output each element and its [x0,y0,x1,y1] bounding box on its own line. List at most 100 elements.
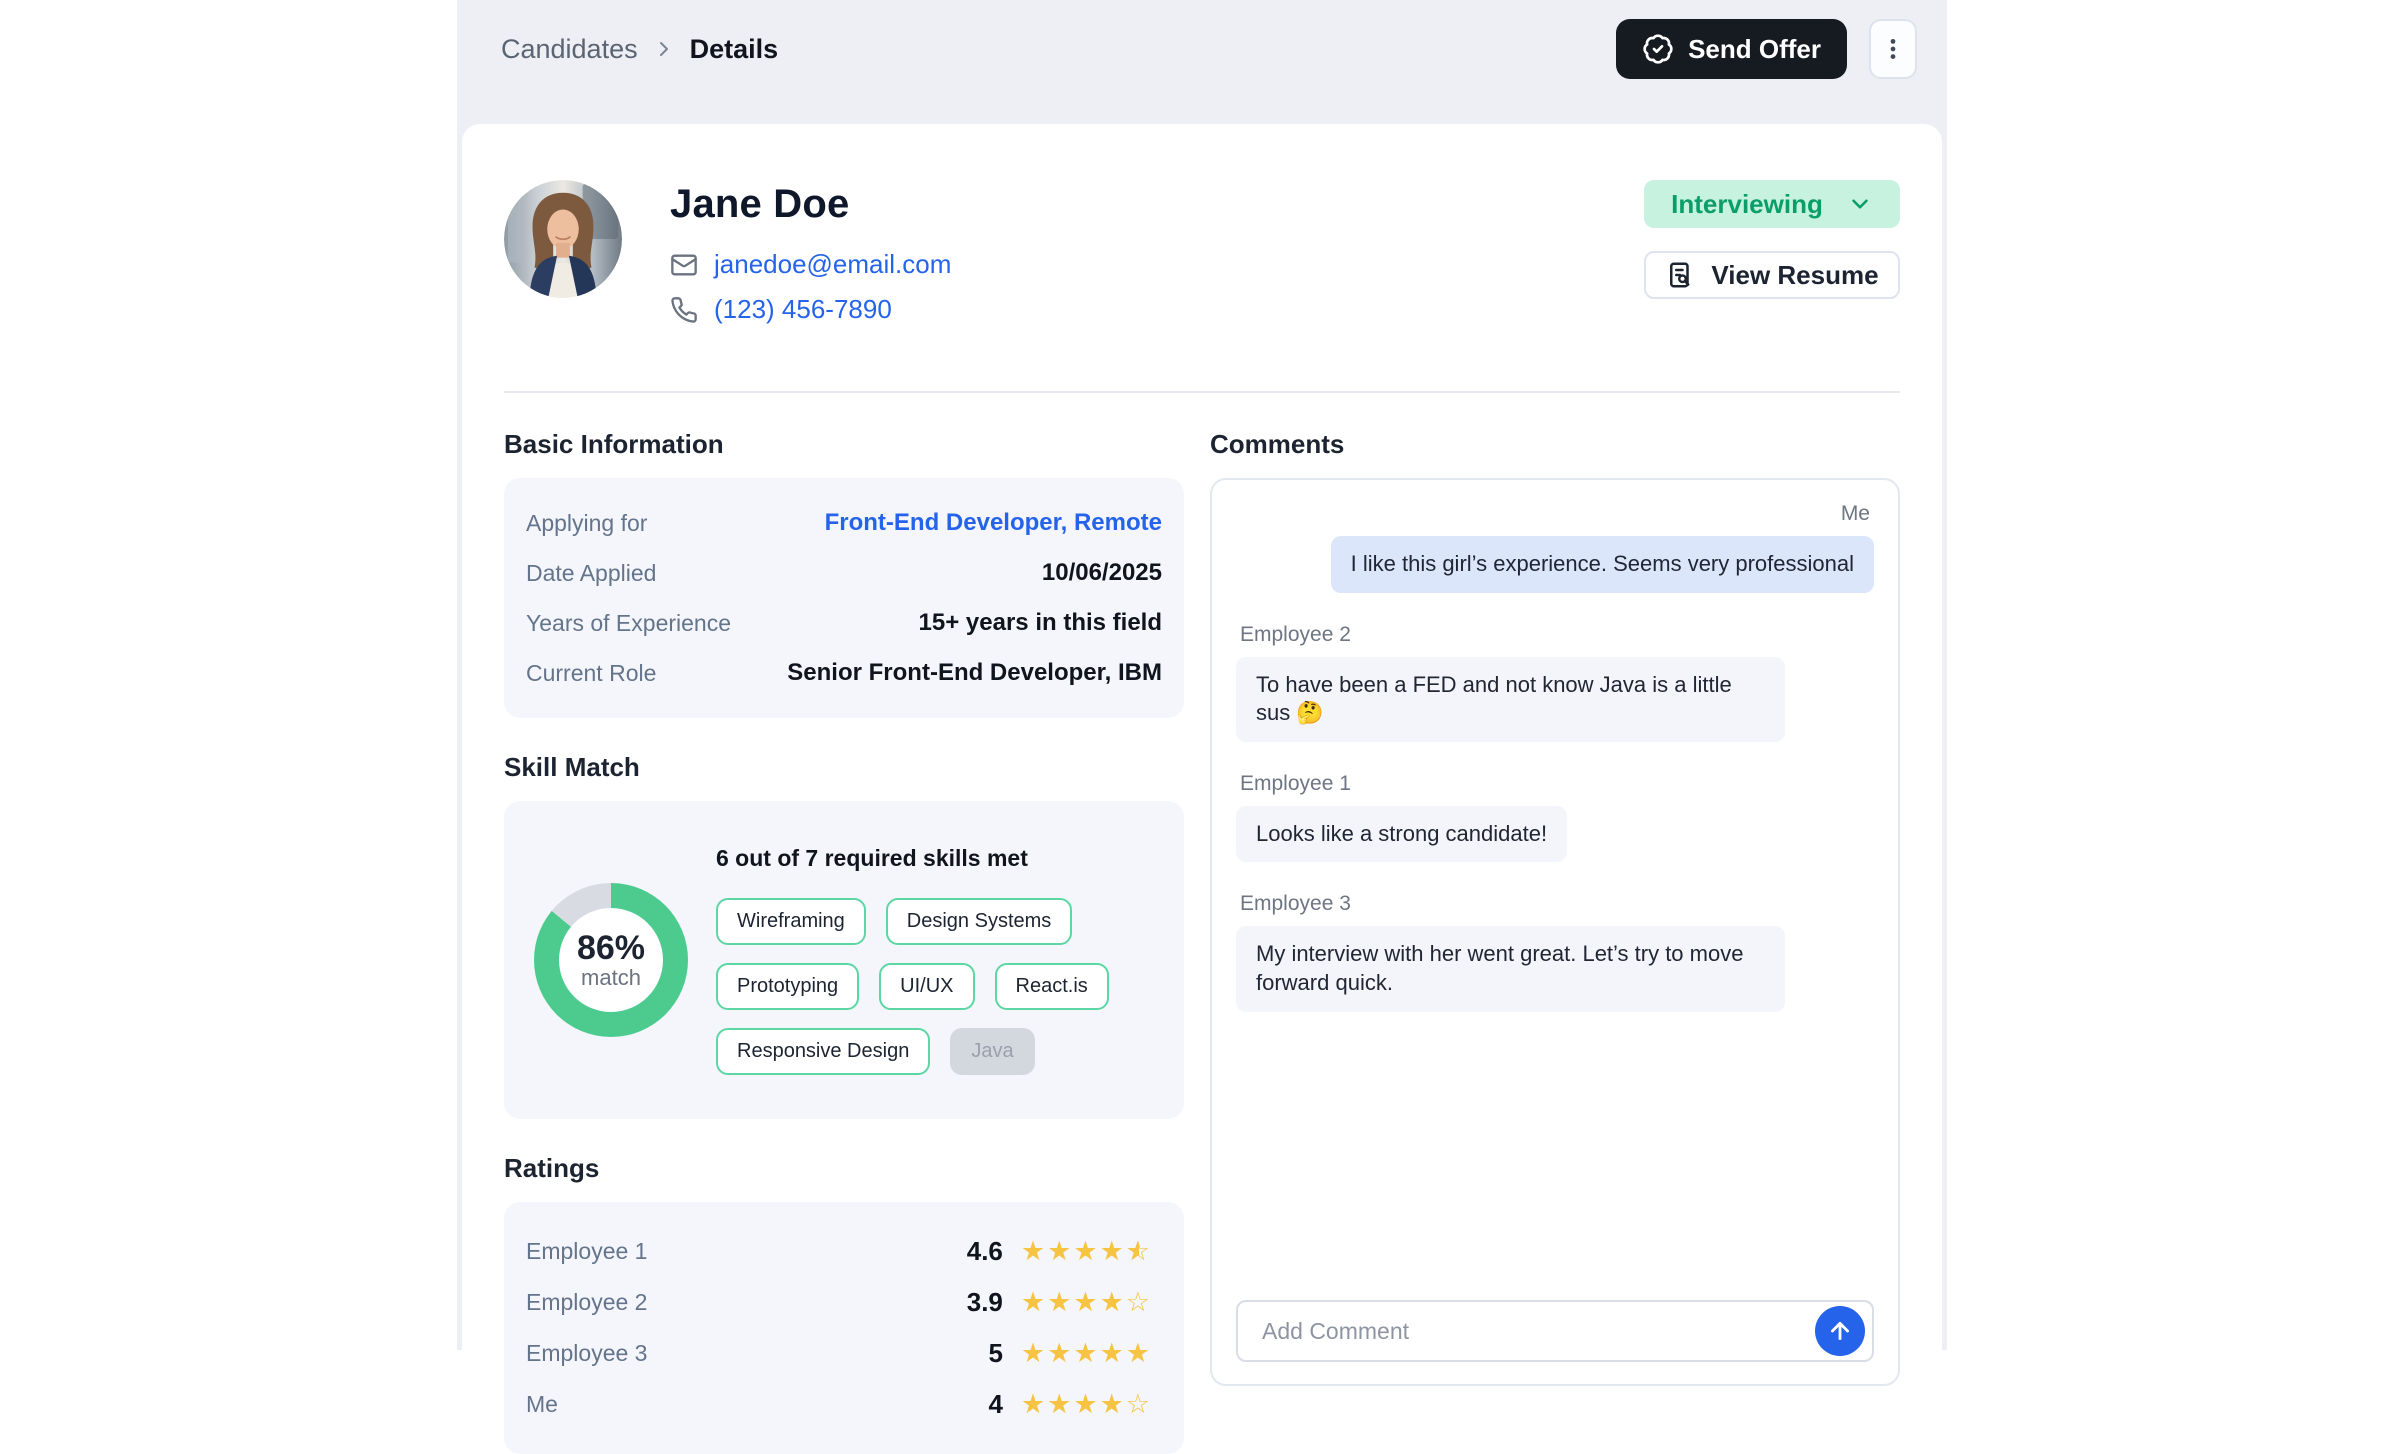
profile-divider [504,391,1900,393]
skill-match-panel: 86% match 6 out of 7 required skills met… [504,801,1184,1119]
send-comment-button[interactable] [1815,1306,1865,1356]
skill-chip: Java [950,1028,1035,1075]
skill-chip: Responsive Design [716,1028,931,1075]
rating-score: 4 [988,1389,1003,1419]
file-search-icon [1665,260,1695,290]
info-label: Applying for [526,509,648,536]
view-resume-button[interactable]: View Resume [1644,251,1900,299]
star-full-icon: ★ [1073,1287,1098,1317]
phone-icon [670,296,698,324]
candidate-name: Jane Doe [670,182,850,226]
comment-author: Employee 3 [1240,892,1351,916]
info-row: Current Role Senior Front-End Developer, … [526,648,1162,698]
match-percent: 86% [576,928,646,967]
phone-row: (123) 456-7890 [670,294,951,325]
arrow-up-icon [1827,1318,1853,1344]
star-full-icon: ★ [1047,1389,1072,1419]
skill-chip: Prototyping [716,963,860,1010]
info-row: Years of Experience 15+ years in this fie… [526,598,1162,648]
email-row: janedoe@email.com [670,249,951,280]
star-full-icon: ★ [1125,1338,1150,1368]
skill-chip: Wireframing [716,898,866,945]
skill-match-donut: 86% match [534,883,688,1037]
page: Candidates Details Send Offer [457,0,1947,1454]
comment-bubble: To have been a FED and not know Java is … [1236,656,1785,742]
info-row: Date Applied 10/06/2025 [526,548,1162,598]
info-row: Applying for Front-End Developer, Remote [526,498,1162,548]
rating-row: Employee 1 4.6 ★ ★ ★ ★ ☆ ★ [526,1226,1150,1277]
app-column: Candidates Details Send Offer [457,0,1947,1454]
star-full-icon: ★ [1047,1287,1072,1317]
star-full-icon: ★ [1047,1236,1072,1266]
comments-title: Comments [1210,429,1345,459]
star-full-icon: ★ [1099,1287,1124,1317]
skill-right: 6 out of 7 required skills met Wireframi… [716,845,1154,1075]
star-half-icon: ☆ ★ [1125,1236,1150,1266]
content-columns: Basic Information Applying for Front-End … [504,429,1900,1454]
candidate-card: Jane Doe janedoe@email.com (123) 456-789… [462,124,1942,1454]
profile-actions: Interviewing View Resume [1644,180,1900,299]
right-column: Comments Me I like this girl’s experience… [1210,429,1900,1454]
view-resume-label: View Resume [1711,259,1879,290]
breadcrumb-candidates[interactable]: Candidates [501,33,638,64]
status-dropdown[interactable]: Interviewing [1644,180,1900,228]
comment-author: Employee 2 [1240,622,1351,646]
info-label: Date Applied [526,559,657,586]
candidate-email[interactable]: janedoe@email.com [714,249,952,279]
send-offer-button[interactable]: Send Offer [1616,19,1847,79]
skill-match-title: Skill Match [504,752,640,782]
mail-icon [670,251,698,279]
star-full-icon: ★ [1099,1389,1124,1419]
match-caption: match [581,965,641,991]
star-rating: ★ ★ ★ ★ ☆ [1021,1391,1150,1418]
comments-panel: Me I like this girl’s experience. Seems v… [1210,478,1900,1386]
page-header: Candidates Details Send Offer [457,0,1947,124]
star-full-icon: ★ [1073,1236,1098,1266]
ratings-panel: Employee 1 4.6 ★ ★ ★ ★ ☆ ★ Employee 2 3.9 ★ ★ ★ ★ ☆ Emp… [504,1202,1184,1454]
skill-chip: Design Systems [885,898,1073,945]
rater-name: Employee 3 [526,1340,648,1366]
identity-block: Jane Doe janedoe@email.com (123) 456-789… [670,180,951,339]
comment-bubble: Looks like a strong candidate! [1236,805,1568,863]
basic-information-panel: Applying for Front-End Developer, Remote D… [504,478,1184,718]
info-label: Years of Experience [526,609,732,636]
rating-row: Employee 3 5 ★ ★ ★ ★ ★ [526,1328,1150,1379]
skill-chips: Wireframing Design Systems Prototyping UI/U… [716,898,1154,1075]
ratings-title: Ratings [504,1153,600,1183]
skill-chip: UI/UX [879,963,975,1010]
comment-author: Employee 1 [1240,771,1351,795]
comment-message: Employee 3 My interview with her went gre… [1236,892,1874,1012]
rater-name: Employee 1 [526,1238,648,1264]
star-full-icon: ★ [1047,1338,1072,1368]
star-full-icon: ★ [1020,1389,1046,1419]
rating-score: 3.9 [966,1287,1003,1317]
comment-message: Employee 2 To have been a FED and not kno… [1236,623,1874,742]
star-rating: ★ ★ ★ ★ ☆ ★ [1021,1238,1150,1265]
candidate-phone[interactable]: (123) 456-7890 [714,294,892,324]
rating-row: Employee 2 3.9 ★ ★ ★ ★ ☆ [526,1277,1150,1328]
comment-message: Me I like this girl’s experience. Seems v… [1236,502,1874,593]
comment-bubble: My interview with her went great. Let’s … [1236,926,1785,1012]
badge-check-icon [1642,33,1674,65]
more-options-button[interactable] [1869,19,1917,79]
comment-bubble: I like this girl’s experience. Seems ver… [1330,536,1874,593]
comment-author: Me [1840,502,1870,525]
chevron-right-icon [652,37,676,61]
info-label: Current Role [526,659,657,686]
breadcrumb: Candidates Details [501,34,778,65]
status-label: Interviewing [1671,188,1823,219]
star-rating: ★ ★ ★ ★ ☆ [1021,1289,1150,1316]
star-empty-icon: ☆ [1125,1389,1150,1419]
comment-message: Employee 1 Looks like a strong candidate! [1236,772,1874,863]
left-column: Basic Information Applying for Front-End … [504,429,1184,1454]
kebab-icon [1880,36,1906,62]
info-value: 10/06/2025 [1041,559,1162,586]
send-offer-label: Send Offer [1688,33,1821,64]
rating-score: 5 [988,1338,1003,1368]
info-value-link[interactable]: Front-End Developer, Remote [824,509,1162,536]
star-full-icon: ★ [1073,1338,1098,1368]
star-full-icon: ★ [1099,1338,1124,1368]
add-comment-input[interactable] [1236,1300,1874,1362]
header-actions: Send Offer [1616,19,1917,79]
info-value: 15+ years in this field [918,609,1162,636]
